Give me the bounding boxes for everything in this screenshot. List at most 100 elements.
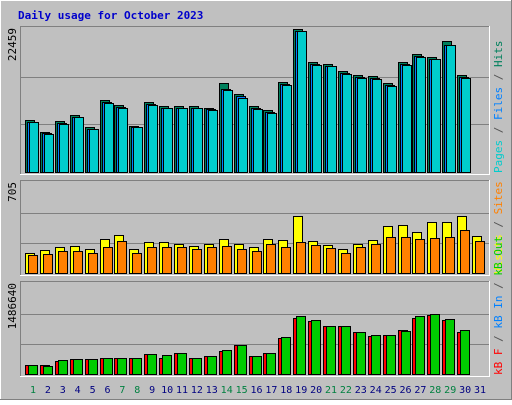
bar-top-pages-day-12	[193, 108, 203, 173]
bar-top-pages-day-18	[282, 85, 292, 173]
bar-middle-sites-day-9	[147, 247, 157, 274]
bar-bottom-kb-out-day-30	[460, 330, 470, 375]
bar-middle-sites-day-1	[28, 255, 38, 274]
bar-middle-sites-day-13	[207, 247, 217, 274]
bar-middle-sites-day-25	[386, 237, 396, 274]
day-label-31: 31	[474, 385, 486, 396]
legend-entry: /	[492, 120, 505, 140]
bar-bottom-kb-out-day-9	[147, 354, 157, 375]
day-label-10: 10	[161, 385, 173, 396]
bar-middle-sites-day-12	[192, 249, 202, 274]
bar-bottom-kb-out-day-6	[103, 358, 113, 375]
legend-entry: /	[492, 329, 505, 349]
panel-top-bars	[25, 29, 471, 173]
bar-top-pages-day-14	[223, 90, 233, 173]
bar-bottom-kb-out-day-25	[386, 335, 396, 375]
bar-bottom-kb-out-day-22	[341, 326, 351, 375]
bar-bottom-kb-out-day-27	[415, 316, 425, 375]
bar-middle-sites-day-28	[430, 238, 440, 274]
legend-entry: kB Out	[492, 236, 505, 276]
bar-top-pages-day-3	[59, 124, 69, 173]
bar-bottom-kb-out-day-10	[162, 355, 172, 375]
bar-top-pages-day-10	[163, 108, 173, 173]
day-label-9: 9	[149, 385, 155, 396]
panel-bottom-legend: kB F / kB In / kB Out	[492, 236, 505, 375]
day-label-21: 21	[325, 385, 337, 396]
bar-middle-sites-day-16	[252, 251, 262, 274]
bar-middle-sites-day-15	[237, 249, 247, 274]
bar-middle-sites-day-19	[296, 242, 306, 274]
bar-top-pages-day-1	[29, 122, 39, 173]
bar-top-pages-day-6	[104, 103, 114, 173]
day-label-6: 6	[104, 385, 110, 396]
day-label-3: 3	[60, 385, 66, 396]
bar-bottom-kb-out-day-19	[296, 316, 306, 375]
chart-title: Daily usage for October 2023	[18, 9, 203, 22]
panel-middle-legend: Visits / Sites	[492, 181, 505, 274]
bar-top-pages-day-19	[297, 31, 307, 173]
panel-bottom-bars	[25, 314, 470, 375]
bar-middle-sites-day-17	[266, 244, 276, 274]
legend-entry: Hits	[492, 41, 505, 68]
legend-entry: /	[492, 214, 505, 234]
panel-top-legend: Pages / Files / Hits	[492, 41, 505, 174]
bar-middle-sites-day-11	[177, 247, 187, 274]
panel-middle-max-label: 705	[6, 182, 19, 202]
day-label-18: 18	[280, 385, 292, 396]
bar-top-pages-day-2	[44, 134, 54, 173]
bar-bottom-kb-out-day-12	[192, 358, 202, 375]
bar-bottom-kb-out-day-21	[326, 326, 336, 375]
bar-top-pages-day-11	[178, 108, 188, 173]
legend-entry: kB In	[492, 296, 505, 329]
panel-bottom-max-label: 1486640	[6, 283, 19, 329]
bar-top-pages-day-8	[133, 127, 143, 173]
legend-entry: kB F	[492, 349, 505, 376]
bar-middle-sites-day-8	[132, 253, 142, 274]
day-label-26: 26	[399, 385, 411, 396]
day-label-1: 1	[30, 385, 36, 396]
bar-top-pages-day-28	[431, 59, 441, 173]
bar-top-pages-day-4	[74, 117, 84, 173]
day-label-30: 30	[459, 385, 471, 396]
legend-entry: /	[492, 276, 505, 296]
bar-bottom-kb-out-day-8	[132, 358, 142, 375]
day-label-7: 7	[119, 385, 125, 396]
day-label-16: 16	[250, 385, 262, 396]
bar-top-pages-day-21	[327, 66, 337, 173]
legend-entry: /	[492, 67, 505, 87]
day-label-25: 25	[385, 385, 397, 396]
bar-top-pages-day-24	[372, 79, 382, 173]
bar-bottom-kb-out-day-15	[237, 345, 247, 375]
bar-bottom-kb-out-day-14	[222, 350, 232, 375]
day-label-27: 27	[414, 385, 426, 396]
legend-entry: Visits	[492, 234, 505, 274]
bar-bottom-kb-out-day-5	[88, 359, 98, 375]
day-label-4: 4	[75, 385, 81, 396]
day-label-15: 15	[236, 385, 248, 396]
day-label-14: 14	[221, 385, 233, 396]
bar-middle-sites-day-27	[415, 239, 425, 274]
day-label-5: 5	[90, 385, 96, 396]
day-label-24: 24	[370, 385, 382, 396]
bar-middle-sites-day-26	[401, 237, 411, 274]
legend-entry: Pages	[492, 140, 505, 173]
bar-bottom-kb-out-day-23	[356, 332, 366, 375]
bar-bottom-kb-out-day-24	[371, 335, 381, 375]
legend-entry: Files	[492, 87, 505, 120]
bar-top-pages-day-13	[208, 110, 218, 173]
bar-bottom-kb-out-day-4	[73, 359, 83, 375]
bar-bottom-kb-out-day-28	[430, 314, 440, 375]
panel-middle: 705 Visits / Sites	[6, 180, 505, 276]
day-label-22: 22	[340, 385, 352, 396]
bar-bottom-kb-out-day-17	[266, 353, 276, 375]
bar-middle-sites-day-6	[103, 247, 113, 274]
day-label-8: 8	[134, 385, 140, 396]
day-label-23: 23	[355, 385, 367, 396]
bar-bottom-kb-out-day-2	[43, 366, 53, 375]
bar-bottom-kb-out-day-7	[117, 358, 127, 375]
day-label-2: 2	[45, 385, 51, 396]
bar-middle-sites-day-31	[475, 241, 485, 274]
day-label-13: 13	[206, 385, 218, 396]
bar-middle-sites-day-24	[371, 244, 381, 274]
bar-top-pages-day-27	[416, 57, 426, 173]
